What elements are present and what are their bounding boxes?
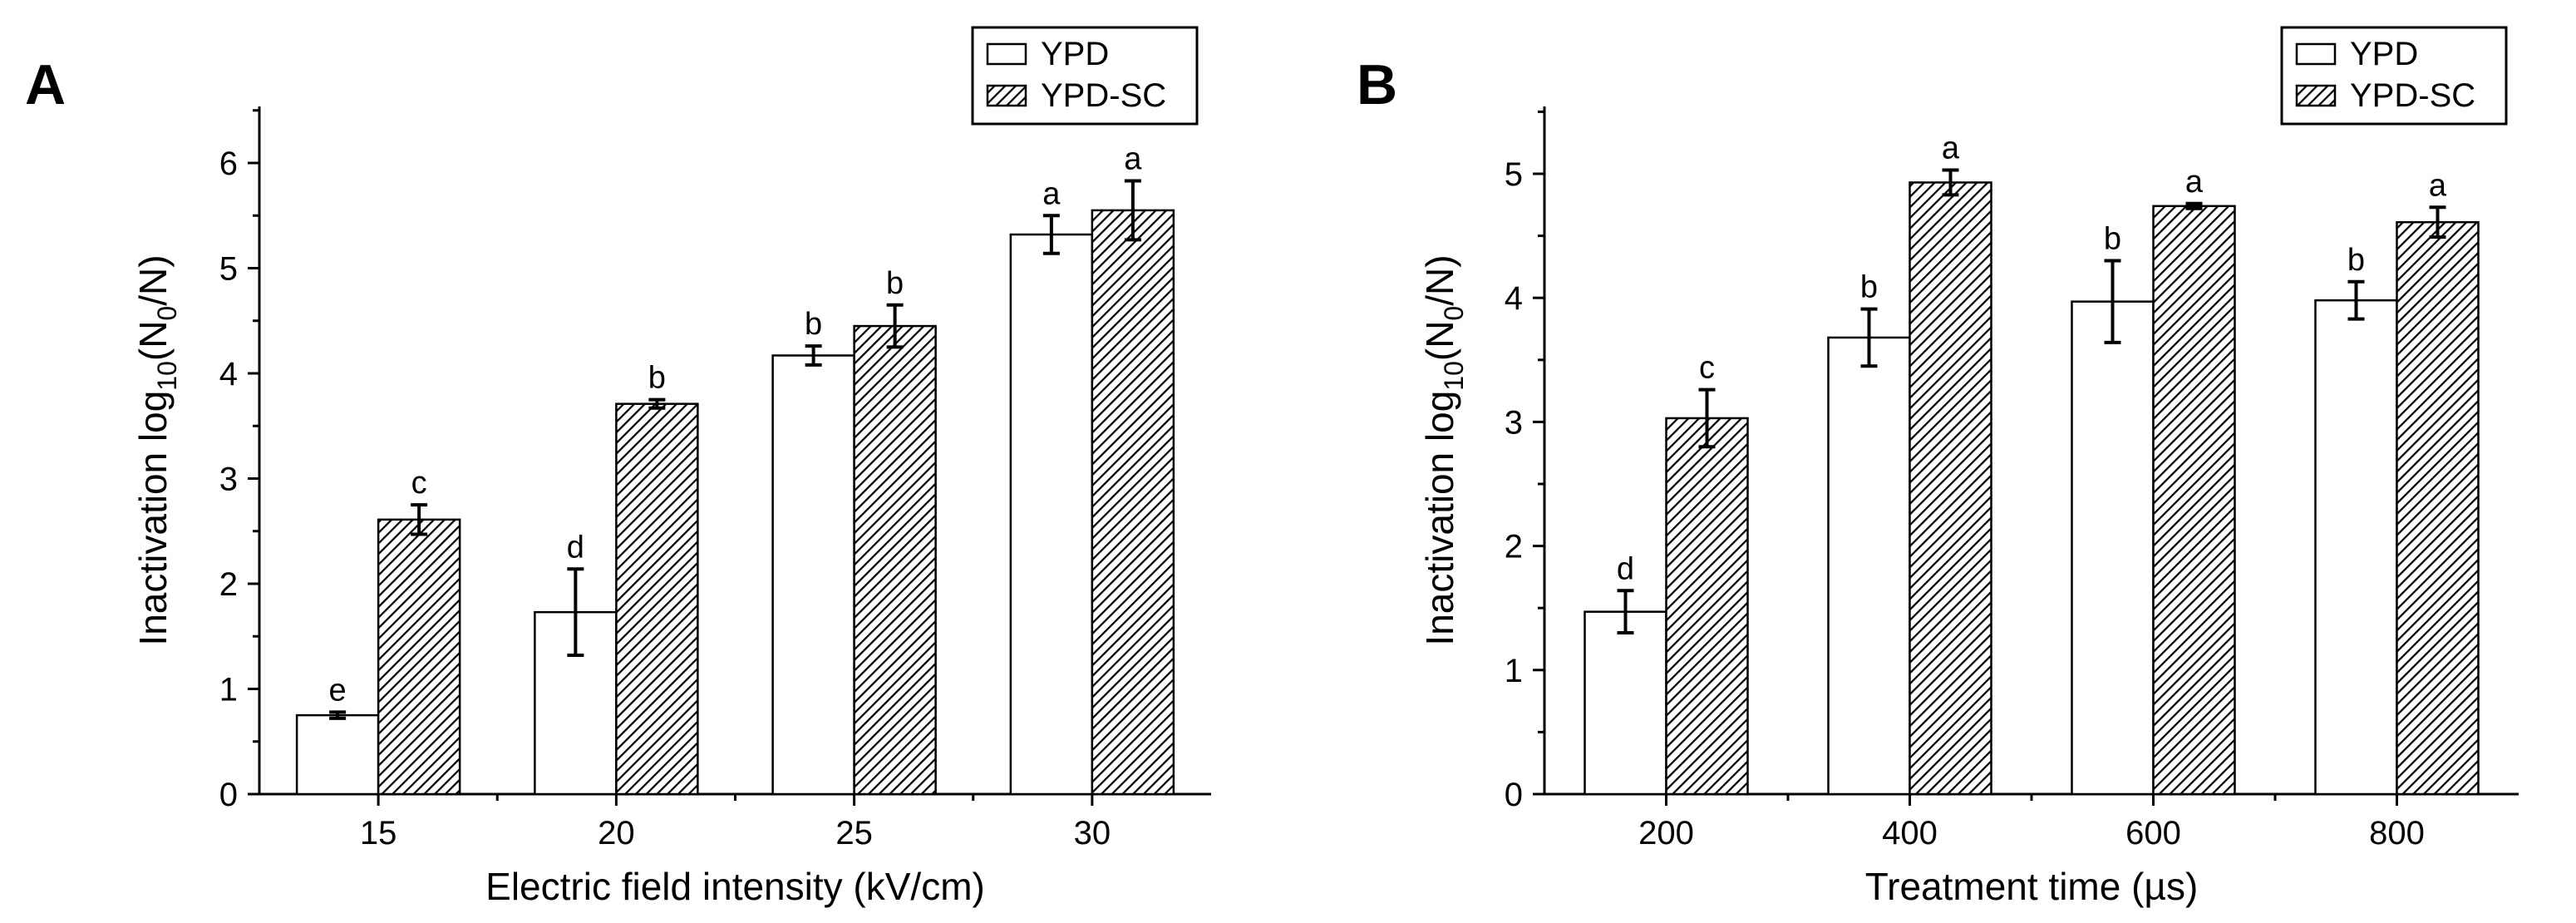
significance-letter: b [886, 266, 904, 301]
significance-letter: b [648, 361, 666, 396]
x-tick-label: 25 [835, 815, 873, 851]
panel-letter: B [1357, 53, 1397, 116]
bar-ypd-sc [1091, 209, 1175, 796]
significance-letter: b [805, 307, 822, 342]
bar-ypd-sc [2152, 205, 2236, 796]
significance-letter: a [1942, 131, 1960, 166]
bar-ypd-sc [377, 518, 461, 796]
legend-swatch-ypd-sc [2295, 84, 2337, 107]
significance-letter: a [2429, 168, 2447, 203]
y-tick-label: 4 [219, 356, 238, 392]
significance-letter: b [2104, 221, 2121, 256]
y-tick-label: 2 [219, 566, 238, 603]
x-tick-label: 20 [598, 815, 635, 851]
x-tick-label: 800 [2369, 815, 2425, 851]
y-axis-title-subscript: 0 [1439, 306, 1469, 321]
y-axis-title: Inactivation log10(N0/N) [131, 254, 182, 645]
panel-letter: A [25, 53, 66, 116]
bar-ypd [295, 713, 380, 796]
bar-ypd [2314, 299, 2398, 796]
y-axis-title-subscript: 10 [152, 361, 182, 391]
bar-ypd [771, 354, 855, 796]
y-axis-title: Inactivation log10(N0/N) [1418, 254, 1469, 645]
significance-letter: d [567, 530, 584, 565]
x-axis-title: Treatment time (µs) [1865, 865, 2199, 908]
bar-ypd [2071, 300, 2155, 796]
y-tick-label: 4 [1505, 280, 1523, 317]
y-tick-label: 5 [219, 251, 238, 288]
y-axis-title-part: (N [1418, 321, 1461, 362]
y-axis-title-subscript: 0 [152, 306, 182, 321]
x-axis-title: Electric field intensity (kV/cm) [485, 865, 985, 908]
significance-letter: c [1699, 351, 1715, 386]
bar-ypd-sc [2396, 220, 2480, 796]
y-tick-label: 0 [219, 777, 238, 813]
x-tick-label: 600 [2125, 815, 2181, 851]
significance-letter: a [1042, 176, 1061, 211]
y-axis-title-main: Inactivation log [131, 391, 175, 646]
significance-letter: a [1124, 142, 1142, 177]
legend-swatch-ypd [2295, 42, 2337, 66]
significance-letter: b [1860, 270, 1878, 305]
y-tick-label: 2 [1505, 529, 1523, 565]
y-tick-label: 5 [1505, 156, 1523, 193]
y-tick-label: 1 [219, 672, 238, 708]
y-axis-title-main: Inactivation log [1418, 391, 1461, 646]
y-tick-label: 3 [219, 462, 238, 498]
legend-swatch-ypd [986, 42, 1027, 66]
significance-letter: b [2347, 243, 2365, 278]
y-tick-label: 3 [1505, 404, 1523, 441]
bar-ypd [1584, 610, 1667, 796]
legend-label: YPD [1041, 36, 1109, 72]
bar-ypd-sc [615, 402, 699, 796]
legend-label: YPD-SC [2350, 77, 2475, 114]
y-tick-label: 6 [219, 146, 238, 182]
bar-ypd-sc [853, 324, 937, 796]
significance-letter: a [2185, 165, 2204, 200]
x-tick-label: 30 [1074, 815, 1111, 851]
y-axis-title-end: /N) [131, 254, 175, 305]
significance-letter: c [411, 466, 427, 501]
y-axis-title-subscript: 10 [1439, 361, 1469, 391]
y-axis-title-end: /N) [1418, 254, 1461, 305]
panel-b-chart: B 0 1 2 3 4 5 200 d c 400 b a 600 b a 800 b a Treatment tim… [1357, 26, 2519, 908]
x-tick-label: 200 [1638, 815, 1694, 851]
legend-label: YPD [2350, 36, 2418, 72]
bar-ypd [1827, 336, 1911, 796]
x-tick-label: 15 [360, 815, 397, 851]
legend-swatch-ypd-sc [986, 84, 1027, 107]
panel-a-chart: A 0 1 2 3 4 5 6 15 e c 20 d b 25 b b 30 a a Electric field i… [25, 26, 1211, 908]
bar-ypd [1009, 233, 1094, 796]
x-tick-label: 400 [1882, 815, 1938, 851]
bar-ypd-sc [1909, 181, 1992, 796]
significance-letter: e [329, 673, 347, 708]
legend-label: YPD-SC [1041, 77, 1166, 114]
y-axis-title-part: (N [131, 321, 175, 362]
y-tick-label: 0 [1505, 777, 1523, 813]
bar-ypd-sc [1665, 417, 1749, 796]
significance-letter: d [1617, 551, 1634, 586]
y-tick-label: 1 [1505, 653, 1523, 689]
